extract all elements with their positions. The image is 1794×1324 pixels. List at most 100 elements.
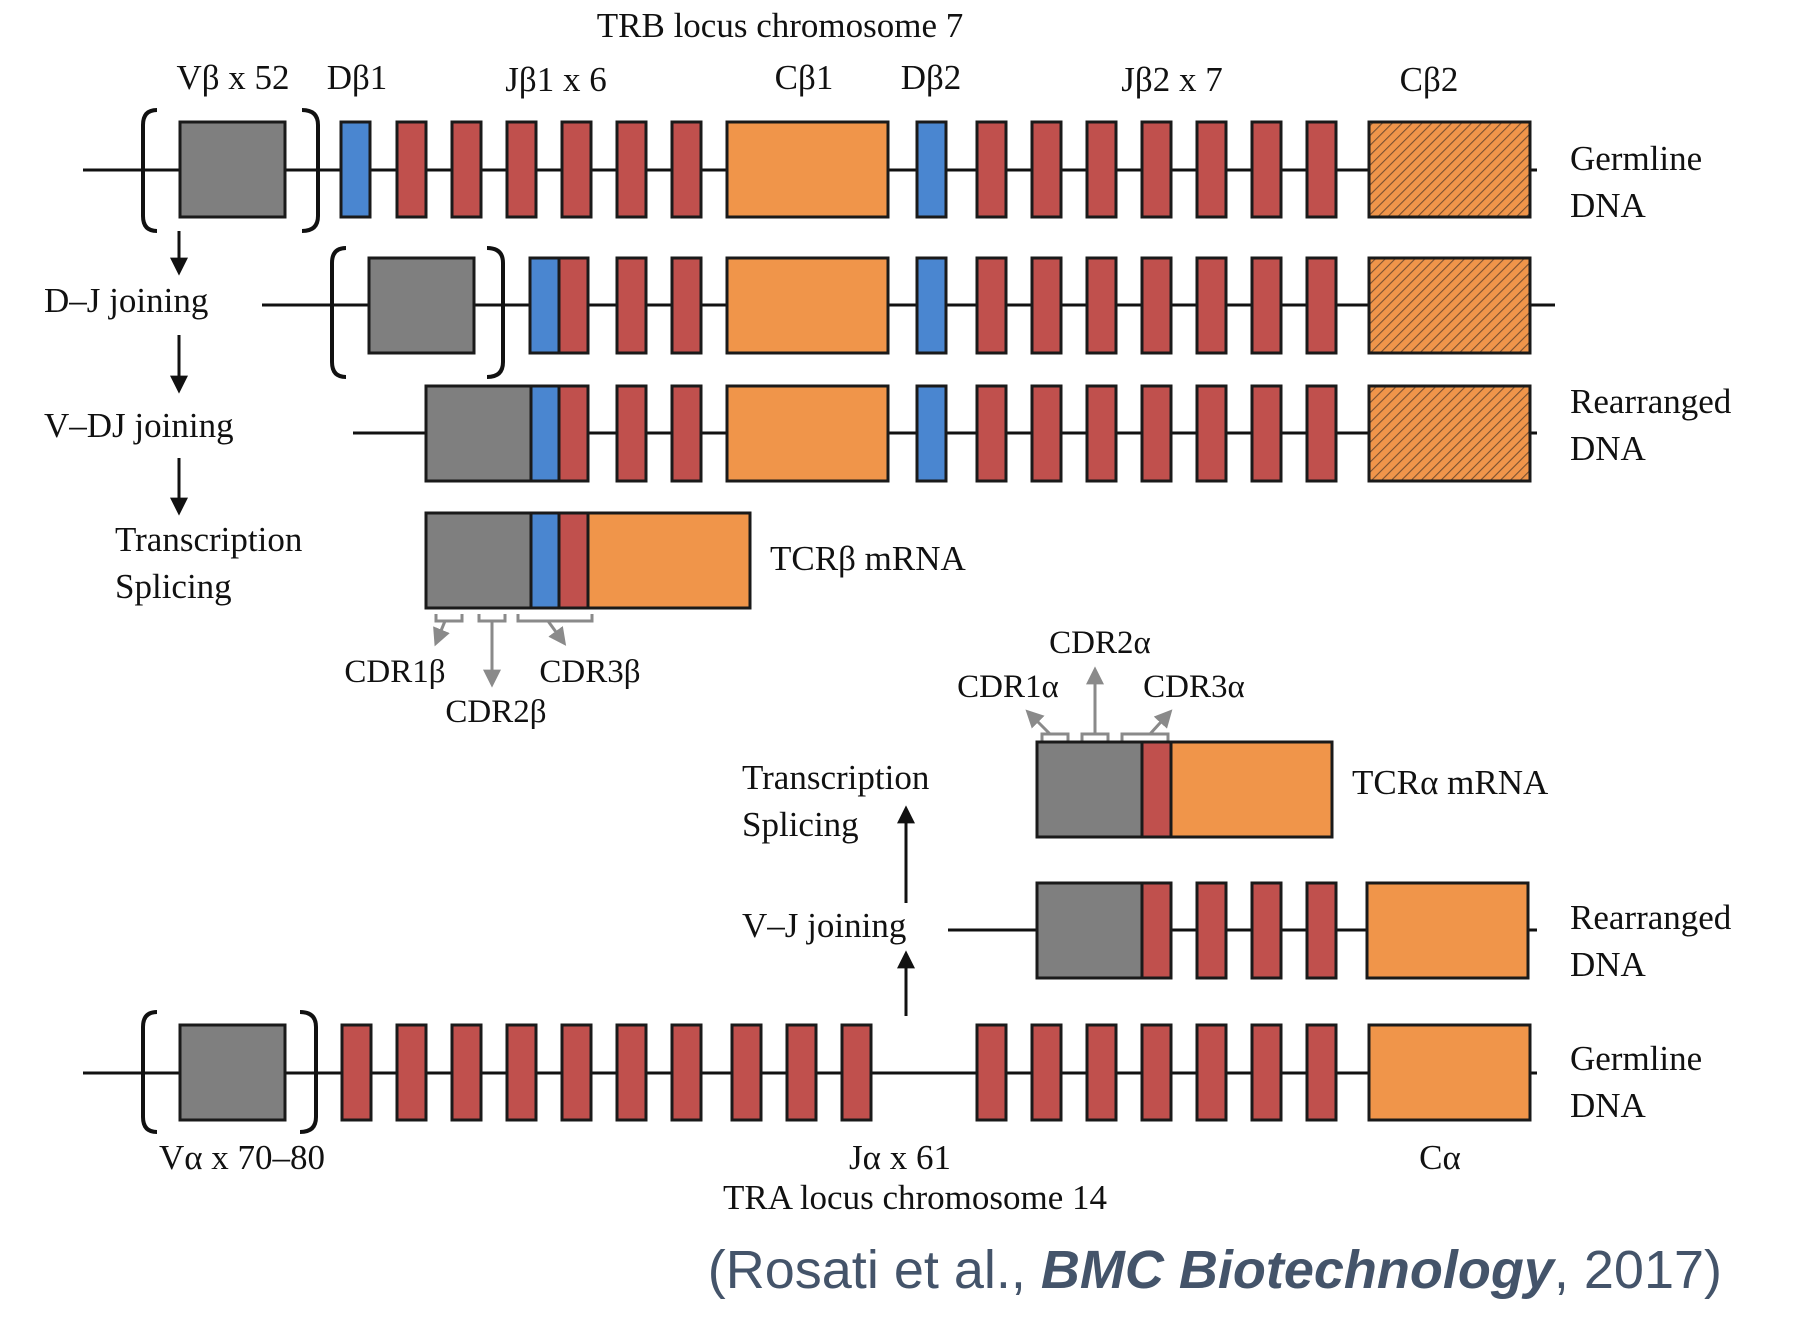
jb2-segment [1030, 384, 1063, 483]
db2-segment [915, 256, 948, 355]
trb-transcription-label: Transcription [115, 520, 302, 559]
trb-dj-row [262, 246, 1555, 379]
vj-joining-label: V–J joining [742, 906, 906, 945]
cb1-segment [725, 256, 890, 355]
tra-germline-label-line2: DNA [1570, 1086, 1647, 1125]
db1-label: Dβ1 [327, 58, 388, 97]
cdr2a-label: CDR2α [1049, 625, 1151, 661]
cdr3b-bracket [516, 614, 594, 623]
ja-segment [1305, 881, 1338, 980]
ja-segment [450, 1023, 483, 1122]
jb1-segment [450, 120, 483, 219]
cb2-segment [1367, 120, 1532, 219]
ja-segment [1140, 881, 1173, 980]
tra-rearranged-label-line1: Rearranged [1570, 898, 1732, 937]
mrna-d-segment [529, 511, 561, 610]
tcrb-mrna [424, 511, 752, 610]
cdr1b-label: CDR1β [344, 654, 445, 690]
tra-locus-title: TRA locus chromosome 14 [723, 1178, 1107, 1217]
ja-segment [730, 1023, 763, 1122]
jb2-segment [1305, 384, 1338, 483]
vb-left-bracket [141, 108, 158, 233]
db2-label: Dβ2 [901, 58, 962, 97]
jb2-segment [1195, 384, 1228, 483]
jb2-segment [1085, 384, 1118, 483]
jb2-segment [1030, 120, 1063, 219]
jb2-segment [975, 384, 1008, 483]
tcra-mrna [1035, 740, 1334, 839]
trb-rearranged-label-line2: DNA [1570, 429, 1647, 468]
ca-segment [1365, 881, 1530, 980]
va-segment [1035, 881, 1144, 980]
cb1-label: Cβ1 [775, 58, 834, 97]
tra-splicing-label: Splicing [742, 805, 859, 844]
db1-segment [339, 120, 372, 219]
vb-segment [424, 384, 533, 483]
cdr2b-label: CDR2β [445, 694, 546, 730]
cb1-segment [725, 120, 890, 219]
jb2-segment [1305, 256, 1338, 355]
citation-journal: BMC Biotechnology [1041, 1240, 1557, 1300]
cdr1b-arrow [433, 620, 450, 647]
jb1-segment [615, 384, 648, 483]
tra-germline-row [83, 1010, 1537, 1134]
mrna-j-segment [557, 511, 590, 610]
ja-segment [785, 1023, 818, 1122]
jb2-segment [1085, 120, 1118, 219]
mrna-j-segment [1140, 740, 1173, 839]
cdr3b-label: CDR3β [539, 654, 640, 690]
cdr-beta-markers [433, 614, 594, 688]
vdj-joining-label: V–DJ joining [44, 406, 234, 445]
jb2-segment [1140, 120, 1173, 219]
jb2-segment [1195, 256, 1228, 355]
trb-rearranged-label-line1: Rearranged [1570, 382, 1732, 421]
vb-right-bracket [301, 108, 320, 233]
trb-rearranged-row [353, 384, 1537, 483]
jb2-segment [1195, 120, 1228, 219]
jb2-label: Jβ2 x 7 [1121, 60, 1222, 99]
ja-segment [1250, 881, 1283, 980]
cdr1a-bracket [1040, 732, 1070, 742]
dj-joining-label: D–J joining [44, 281, 208, 320]
vb-label: Vβ x 52 [176, 58, 289, 97]
cb2-label: Cβ2 [1400, 60, 1459, 99]
trb-germline-row [83, 108, 1537, 233]
citation: (Rosati et al., BMC Biotechnology, 2017) [708, 1240, 1722, 1300]
cdr1a-label: CDR1α [957, 669, 1059, 705]
jb2-segment [1305, 120, 1338, 219]
jb1-segment [670, 256, 703, 355]
jb1-label: Jβ1 x 6 [505, 60, 606, 99]
tcra-mrna-label: TCRα mRNA [1352, 763, 1549, 802]
trb-locus-title: TRB locus chromosome 7 [597, 6, 964, 45]
dj-right-bracket [486, 246, 505, 379]
ja-segment [1195, 881, 1228, 980]
cdr-alpha-markers [1025, 666, 1173, 742]
ja-segment [1140, 1023, 1173, 1122]
ja-segment [840, 1023, 873, 1122]
ja-segment [1250, 1023, 1283, 1122]
dj-left-bracket [330, 246, 347, 379]
jb1-segment [557, 384, 590, 483]
tra-rearranged-label-line2: DNA [1570, 945, 1647, 984]
ja-segment [395, 1023, 428, 1122]
jb1-segment [670, 120, 703, 219]
cdr1a-arrow [1025, 709, 1052, 736]
db2-segment [915, 384, 948, 483]
jb2-segment [1140, 256, 1173, 355]
jb2-segment [975, 256, 1008, 355]
jb1-segment [560, 120, 593, 219]
jb2-segment [1030, 256, 1063, 355]
db1-segment [528, 256, 561, 355]
jb2-segment [1250, 256, 1283, 355]
mrna-c-segment [1169, 740, 1334, 839]
jb2-segment [1085, 256, 1118, 355]
trb-splicing-label: Splicing [115, 567, 232, 606]
ja-segment [1195, 1023, 1228, 1122]
cb2-segment [1367, 384, 1532, 483]
va-right-bracket [299, 1010, 318, 1134]
db2-segment [915, 120, 948, 219]
ja-segment [975, 1023, 1008, 1122]
db1-segment [529, 384, 561, 483]
cdr2b-bracket [477, 614, 507, 623]
ja-segment [340, 1023, 373, 1122]
